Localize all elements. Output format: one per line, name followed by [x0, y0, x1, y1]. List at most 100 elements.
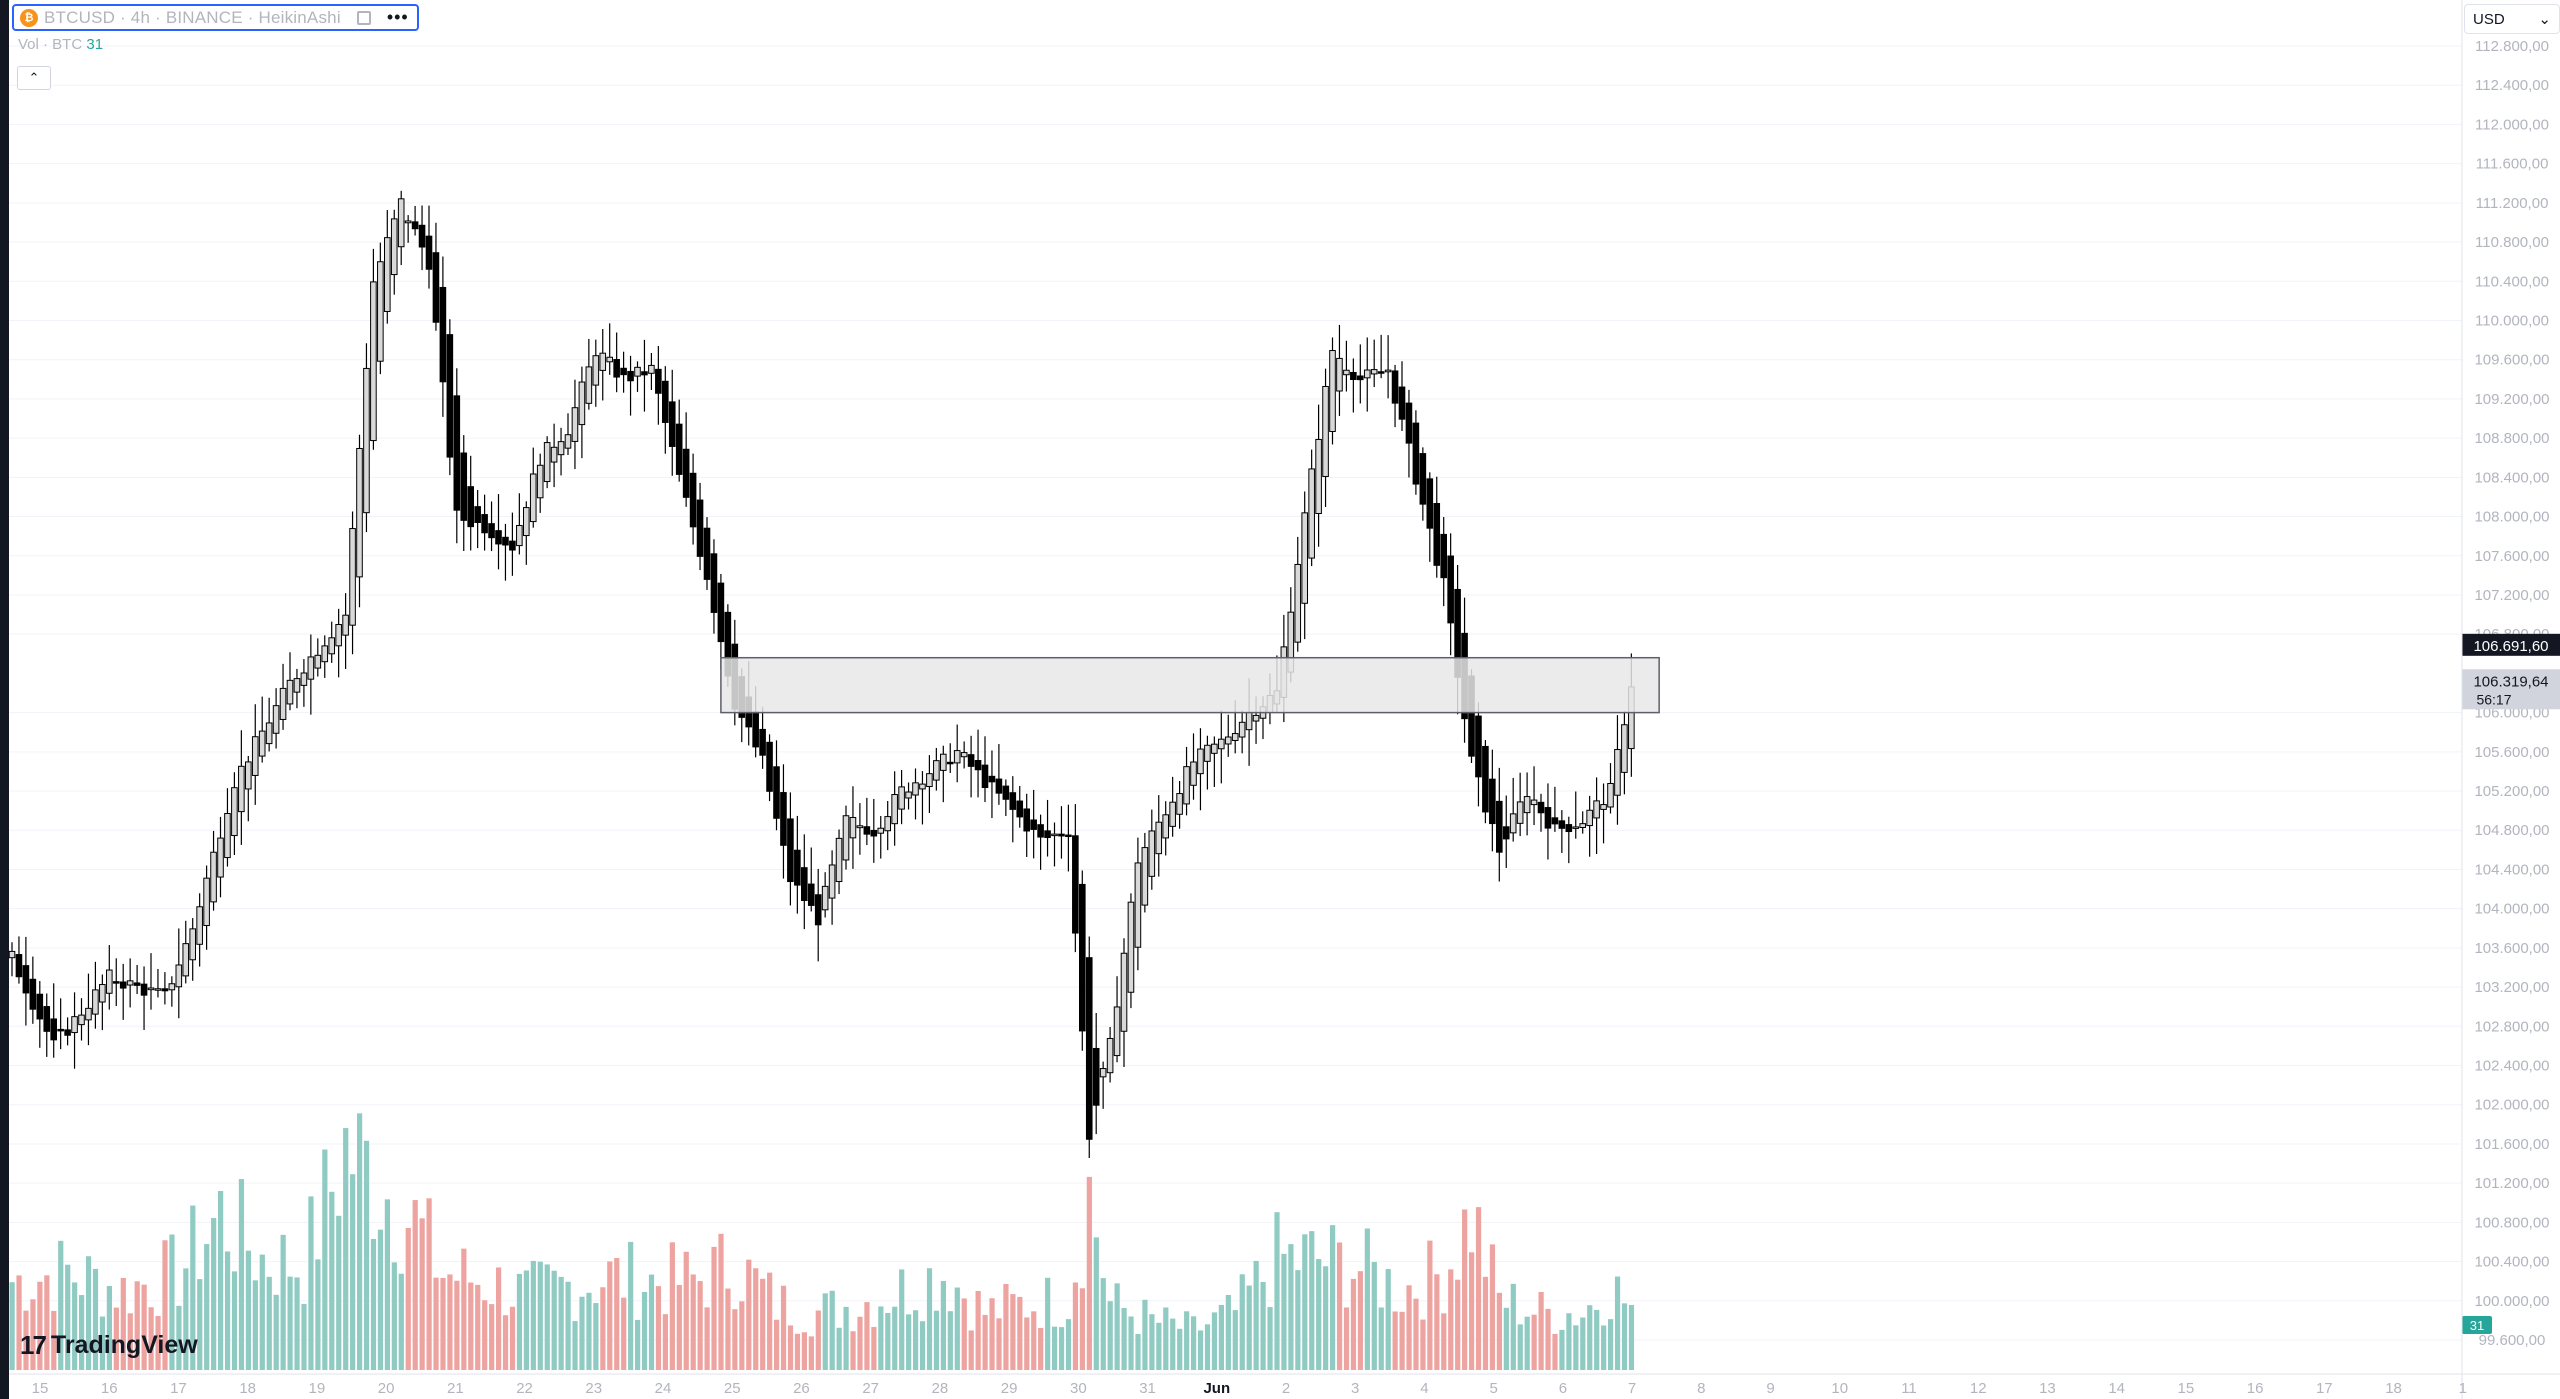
candle-body: [1412, 422, 1420, 485]
candle-body: [50, 1018, 58, 1041]
candle-body: [293, 678, 301, 693]
candle-body: [550, 446, 558, 463]
candle-body: [85, 1007, 92, 1021]
candle-body: [1336, 357, 1343, 392]
candle-body: [773, 766, 780, 819]
volume-bar: [1114, 1283, 1120, 1370]
volume-bar: [1295, 1270, 1301, 1370]
candle-body: [717, 582, 725, 643]
volume-bar: [794, 1333, 801, 1370]
volume-bar: [1316, 1259, 1322, 1370]
time-tick-label: 31: [1139, 1380, 1156, 1397]
candle-body: [168, 983, 176, 991]
bar-countdown: 56:17: [2476, 691, 2511, 707]
volume-bar: [1281, 1253, 1287, 1370]
candle-body: [15, 954, 23, 978]
volume-bar: [1357, 1271, 1363, 1370]
candle-body: [397, 198, 405, 248]
collapse-legend-button[interactable]: ⌃: [17, 66, 51, 90]
volume-bar: [426, 1198, 432, 1370]
candle-body: [696, 499, 704, 557]
price-tick-label: 108.800,00: [2474, 430, 2549, 447]
candle-body: [1496, 800, 1503, 853]
volume-bar: [204, 1244, 210, 1370]
price-tick-label: 110.400,00: [2475, 273, 2549, 290]
candle-body: [981, 764, 989, 789]
volume-bar: [398, 1273, 404, 1370]
candle-body: [988, 775, 996, 783]
time-tick-label: 22: [516, 1380, 533, 1397]
price-tick-label: 110.800,00: [2475, 234, 2549, 251]
candle-body: [1593, 800, 1600, 819]
volume-bar: [760, 1278, 766, 1370]
time-tick-label: 18: [2385, 1380, 2402, 1397]
volume-bar: [1420, 1319, 1426, 1370]
volume-bar: [1503, 1307, 1509, 1370]
volume-bar: [1475, 1207, 1482, 1370]
volume-bar: [822, 1293, 828, 1370]
volume-bar: [621, 1297, 627, 1370]
volume-bar: [23, 1310, 29, 1370]
more-icon[interactable]: •••: [386, 7, 409, 27]
volume-bar: [405, 1227, 411, 1370]
volume-bar: [301, 1303, 307, 1370]
candle-body: [231, 787, 238, 837]
candle-body: [1197, 748, 1204, 775]
candle-body: [912, 782, 919, 796]
volume-legend[interactable]: Vol · BTC 31: [18, 36, 103, 53]
candle-body: [1377, 371, 1385, 374]
currency-select[interactable]: USD ⌄: [2464, 4, 2560, 34]
candle-body: [1440, 533, 1448, 579]
candle-body: [634, 366, 641, 377]
volume-bar: [16, 1275, 22, 1370]
time-tick-label: 26: [793, 1380, 810, 1397]
volume-bar: [996, 1318, 1002, 1370]
volume-bar: [982, 1314, 988, 1370]
candle-body: [856, 825, 864, 829]
candle-body: [953, 750, 961, 764]
candle-body: [905, 791, 912, 799]
candle-body: [467, 486, 474, 528]
volume-bar: [1191, 1316, 1197, 1370]
time-tick-label: 2: [1282, 1380, 1290, 1397]
candle-body: [1037, 824, 1044, 838]
volume-bar: [892, 1306, 898, 1370]
price-tick-label: 108.000,00: [2474, 509, 2549, 526]
candle-body: [182, 943, 190, 977]
chart-grid: [9, 45, 2462, 1341]
volume-bar: [1434, 1274, 1440, 1370]
candle-body: [349, 528, 356, 626]
tradingview-logo[interactable]: 17 TradingView: [20, 1330, 198, 1361]
volume-bar: [739, 1301, 745, 1370]
volume-bar: [162, 1240, 168, 1370]
volume-bar: [370, 1238, 377, 1370]
volume-bar: [954, 1287, 960, 1370]
price-tick-label: 111.200,00: [2476, 195, 2549, 212]
time-tick-label: 12: [1970, 1380, 1987, 1397]
candle-body: [356, 447, 363, 578]
candle-body: [1315, 438, 1322, 515]
candle-body: [1405, 402, 1413, 444]
volume-bar: [600, 1287, 606, 1370]
candle-body: [1044, 830, 1051, 839]
volume-bar: [1482, 1276, 1489, 1370]
source-icon[interactable]: [356, 10, 371, 25]
volume-bar: [315, 1259, 321, 1370]
volume-bar: [79, 1295, 85, 1370]
volume-bar: [544, 1264, 550, 1370]
price-axis: 112.800,00 112.400,00 112.000,00 111.600,00…: [2461, 0, 2560, 1399]
volume-bar: [1072, 1282, 1079, 1370]
candle-body: [1079, 883, 1086, 1032]
volume-bar: [1100, 1278, 1106, 1370]
candle-body: [1065, 834, 1072, 838]
symbol-legend[interactable]: ₿ BTCUSD · 4h · BINANCE · HeikinAshi •••: [12, 4, 419, 31]
currency-label: USD: [2473, 10, 2505, 28]
volume-bar: [551, 1270, 557, 1370]
candle-body: [655, 368, 662, 394]
candle-body: [147, 987, 155, 991]
candle-body: [1530, 799, 1538, 806]
ha-close-marker: [2462, 669, 2560, 710]
candle-body: [432, 252, 440, 323]
